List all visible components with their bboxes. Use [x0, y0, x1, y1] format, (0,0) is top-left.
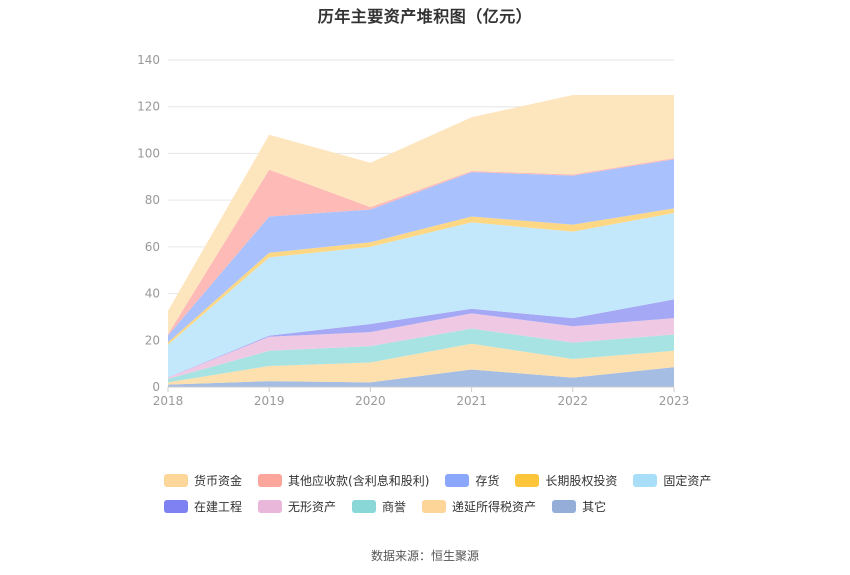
legend-label: 递延所得税资产	[452, 500, 537, 514]
legend-label: 在建工程	[194, 500, 243, 514]
legend-item[interactable]: 其它	[552, 498, 606, 515]
legend-label: 其它	[582, 500, 607, 514]
legend-label: 固定资产	[663, 474, 712, 488]
legend-swatch	[515, 474, 540, 487]
area-series	[168, 95, 674, 387]
area-series-3	[168, 313, 674, 379]
x-tick-label: 2023	[659, 394, 690, 408]
area-series-6	[168, 208, 674, 345]
area-series-1	[168, 343, 674, 385]
legend-item[interactable]: 无形资产	[258, 498, 336, 515]
y-tick-label: 20	[145, 333, 160, 347]
legend-swatch	[445, 474, 470, 487]
area-series-9	[168, 95, 674, 335]
area-series-8	[168, 158, 674, 336]
legend-swatch	[258, 474, 283, 487]
legend-swatch	[164, 474, 188, 487]
legend-swatch	[422, 500, 447, 513]
y-tick-label: 60	[145, 240, 160, 254]
legend-item[interactable]: 在建工程	[164, 498, 242, 515]
legend-row-2: 在建工程 无形资产 商誉 递延所得税资产 其它	[164, 498, 606, 515]
legend-item[interactable]: 商誉	[352, 498, 406, 515]
axes: 0 20 40 60 80 100 120 140 2018 2019 2020 2021 2022 20…	[137, 53, 689, 408]
legend-label: 无形资产	[288, 500, 337, 514]
legend-item[interactable]: 长期股权投资	[515, 472, 617, 489]
x-tick-label: 2018	[153, 394, 184, 408]
stacked-area-chart: 0 20 40 60 80 100 120 140 2018 2019 2020 2021 2022 20…	[137, 53, 689, 408]
x-tick-label: 2019	[254, 394, 285, 408]
legend-label: 货币资金	[194, 474, 243, 488]
area-series-2	[168, 328, 674, 383]
legend-item[interactable]: 固定资产	[633, 472, 711, 489]
legend-item[interactable]: 货币资金	[164, 472, 242, 489]
area-series-5	[168, 212, 674, 378]
area-series-0	[168, 367, 674, 387]
x-tick-label: 2021	[456, 394, 487, 408]
area-series-4	[168, 299, 674, 378]
y-tick-label: 100	[137, 146, 160, 160]
legend-label: 商誉	[382, 500, 407, 514]
legend-row-1: 货币资金 其他应收款(含利息和股利) 存货 长期股权投资 固定资产	[164, 472, 711, 489]
area-series-7	[168, 159, 674, 343]
legend-label: 存货	[475, 474, 500, 488]
legend-item[interactable]: 其他应收款(含利息和股利)	[258, 472, 429, 489]
legend-label: 长期股权投资	[545, 474, 618, 488]
y-tick-label: 0	[152, 380, 160, 394]
legend-swatch	[164, 500, 188, 513]
y-tick-label: 40	[145, 287, 160, 301]
legend-label: 其他应收款(含利息和股利)	[288, 474, 430, 488]
x-tick-label: 2020	[355, 394, 386, 408]
y-tick-label: 120	[137, 100, 160, 114]
y-tick-label: 140	[137, 53, 160, 67]
legend-item[interactable]: 递延所得税资产	[422, 498, 536, 515]
legend-swatch	[258, 500, 283, 513]
legend-swatch	[633, 474, 658, 487]
legend-item[interactable]: 存货	[445, 472, 499, 489]
legend-swatch	[352, 500, 377, 513]
x-tick-label: 2022	[558, 394, 589, 408]
chart-title: 历年主要资产堆积图（亿元）	[317, 7, 533, 26]
legend-swatch	[552, 500, 577, 513]
y-tick-label: 80	[145, 193, 160, 207]
data-source: 数据来源：恒生聚源	[370, 549, 479, 563]
